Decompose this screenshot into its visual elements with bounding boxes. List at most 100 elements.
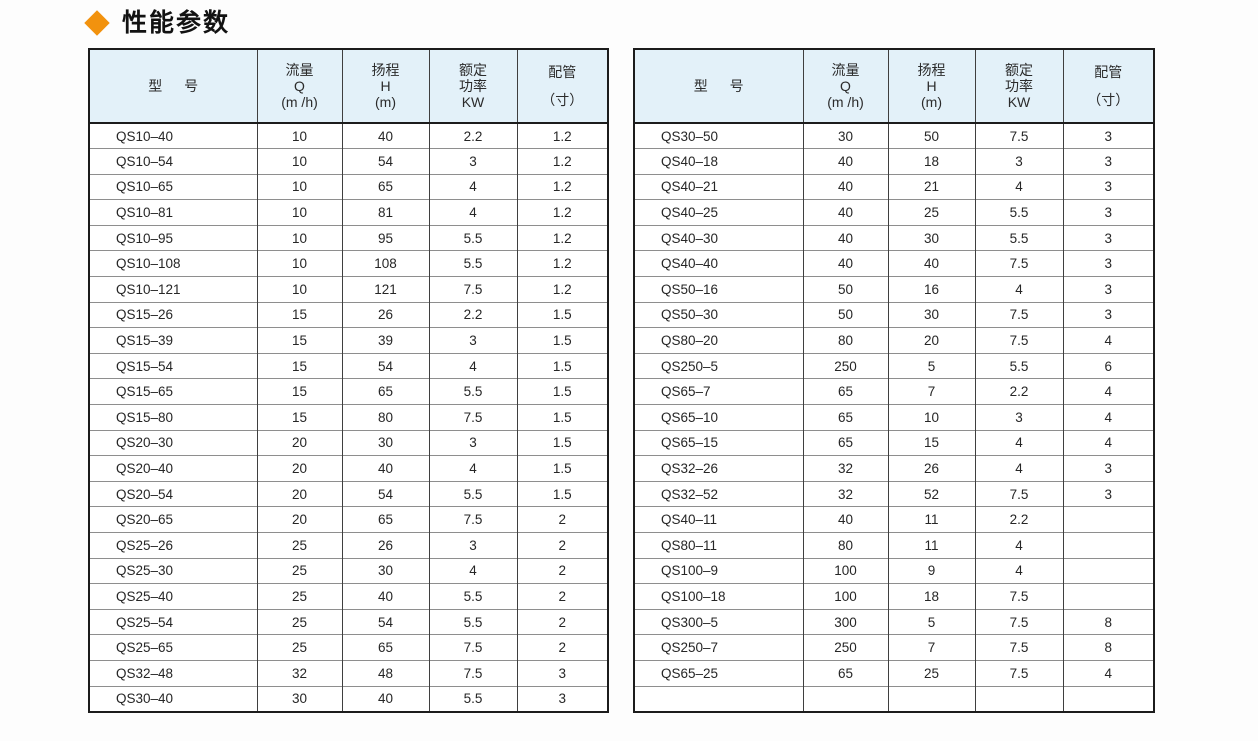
header-line: 流量 <box>831 62 860 78</box>
table-row: QS32–26 32 26 4 3 <box>634 455 1154 482</box>
col-header-head: 扬程 H (m) <box>887 49 975 124</box>
table-row: QS10–54 10 54 3 1.2 <box>89 148 608 175</box>
value-cell: 65 <box>341 506 429 533</box>
value-cell: 4 <box>974 173 1063 200</box>
header-line: 功率 <box>459 78 487 94</box>
value-cell: 15 <box>887 429 975 456</box>
value-cell: 3 <box>1062 455 1154 482</box>
value-cell: 25 <box>887 199 975 226</box>
model-cell: QS15–26 <box>89 301 257 328</box>
value-cell: 40 <box>341 122 429 149</box>
value-cell: 4 <box>1062 659 1154 687</box>
value-cell: 100 <box>802 557 888 584</box>
value-cell: 15 <box>256 378 342 405</box>
model-cell: QS32–26 <box>634 455 803 482</box>
value-cell: 250 <box>802 634 888 661</box>
table-row: QS20–65 20 65 7.5 2 <box>89 506 608 533</box>
value-cell: 7.5 <box>974 301 1063 328</box>
col-header-model: 型 号 <box>634 49 803 124</box>
value-cell: 40 <box>341 455 429 482</box>
value-cell: 20 <box>887 327 975 354</box>
value-cell: 5.5 <box>974 224 1063 251</box>
model-cell: QS10–54 <box>89 148 257 175</box>
table-row: QS50–16 50 16 4 3 <box>634 276 1154 303</box>
value-cell: 7.5 <box>974 250 1063 277</box>
value-cell: 54 <box>341 480 429 507</box>
model-cell: QS100–9 <box>634 557 803 584</box>
table-row: QS10–121 10 121 7.5 1.2 <box>89 276 608 303</box>
value-cell: 10 <box>256 250 342 277</box>
value-cell: 80 <box>341 404 429 431</box>
value-cell: 40 <box>802 173 888 200</box>
table-row: QS40–11 40 11 2.2 <box>634 506 1154 533</box>
value-cell: 10 <box>256 276 342 303</box>
value-cell: 3 <box>974 404 1063 431</box>
header-line: 扬程 <box>917 62 946 78</box>
table-row: QS15–54 15 54 4 1.5 <box>89 352 608 379</box>
value-cell: 4 <box>974 557 1063 584</box>
table-row: QS50–30 50 30 7.5 3 <box>634 301 1154 328</box>
value-cell: 7.5 <box>428 506 517 533</box>
value-cell: 11 <box>887 506 975 533</box>
header-line: 扬程 <box>371 62 400 78</box>
value-cell: 4 <box>1062 404 1154 431</box>
value-cell: 4 <box>974 429 1063 456</box>
header-line: 流量 <box>285 62 314 78</box>
table-row: QS20–54 20 54 5.5 1.5 <box>89 480 608 507</box>
section-title-bar: 性能参数 <box>84 6 231 40</box>
value-cell: 21 <box>887 173 975 200</box>
table-row: QS40–30 40 30 5.5 3 <box>634 224 1154 251</box>
value-cell: 3 <box>428 429 517 456</box>
value-cell: 40 <box>802 148 888 175</box>
value-cell: 7.5 <box>428 659 517 687</box>
value-cell: 65 <box>341 378 429 405</box>
value-cell <box>1062 506 1154 533</box>
value-cell: 121 <box>341 276 429 303</box>
value-cell: 65 <box>341 173 429 200</box>
value-cell: 15 <box>256 404 342 431</box>
value-cell: 3 <box>516 659 608 687</box>
table-row: QS300–5 300 5 7.5 8 <box>634 608 1154 635</box>
value-cell: 1.5 <box>516 301 608 328</box>
header-line: 型 号 <box>693 78 753 94</box>
header-line: （寸） <box>1087 92 1130 108</box>
value-cell: 5.5 <box>428 224 517 251</box>
table-row: QS32–52 32 52 7.5 3 <box>634 480 1154 507</box>
value-cell: 8 <box>1062 608 1154 635</box>
table-row: QS15–65 15 65 5.5 1.5 <box>89 378 608 405</box>
value-cell: 4 <box>428 199 517 226</box>
table-row: QS25–26 25 26 3 2 <box>89 532 608 559</box>
page-title: 性能参数 <box>122 9 231 37</box>
model-cell: QS20–65 <box>89 506 257 533</box>
value-cell: 2.2 <box>428 122 517 149</box>
header-line: (m) <box>921 94 942 110</box>
value-cell: 54 <box>341 608 429 635</box>
value-cell: 4 <box>974 276 1063 303</box>
value-cell: 20 <box>256 480 342 507</box>
value-cell: 20 <box>256 506 342 533</box>
value-cell: 3 <box>1062 480 1154 507</box>
table-row: QS65–7 65 7 2.2 4 <box>634 378 1154 405</box>
value-cell: 25 <box>256 634 342 661</box>
header-line: 配管 <box>1094 64 1123 80</box>
value-cell: 4 <box>974 455 1063 482</box>
performance-table-right: 型 号 流量 Q (m /h) 扬程 H (m) 额定 功率 KW 配管 （寸） <box>633 48 1155 713</box>
value-cell: 54 <box>341 352 429 379</box>
value-cell: 30 <box>887 224 975 251</box>
value-cell: 10 <box>256 122 342 149</box>
value-cell: 4 <box>974 532 1063 559</box>
col-header-flow: 流量 Q (m /h) <box>802 49 888 124</box>
value-cell: 4 <box>428 557 517 584</box>
model-cell: QS10–108 <box>89 250 257 277</box>
table-row: QS80–20 80 20 7.5 4 <box>634 327 1154 354</box>
value-cell: 4 <box>1062 429 1154 456</box>
value-cell: 4 <box>428 455 517 482</box>
table-row: QS10–95 10 95 5.5 1.2 <box>89 224 608 251</box>
value-cell: 40 <box>802 250 888 277</box>
value-cell: 5.5 <box>428 480 517 507</box>
value-cell: 2 <box>516 557 608 584</box>
value-cell: 10 <box>256 173 342 200</box>
value-cell: 3 <box>1062 199 1154 226</box>
value-cell: 5.5 <box>428 608 517 635</box>
col-header-power: 额定 功率 KW <box>428 49 517 124</box>
